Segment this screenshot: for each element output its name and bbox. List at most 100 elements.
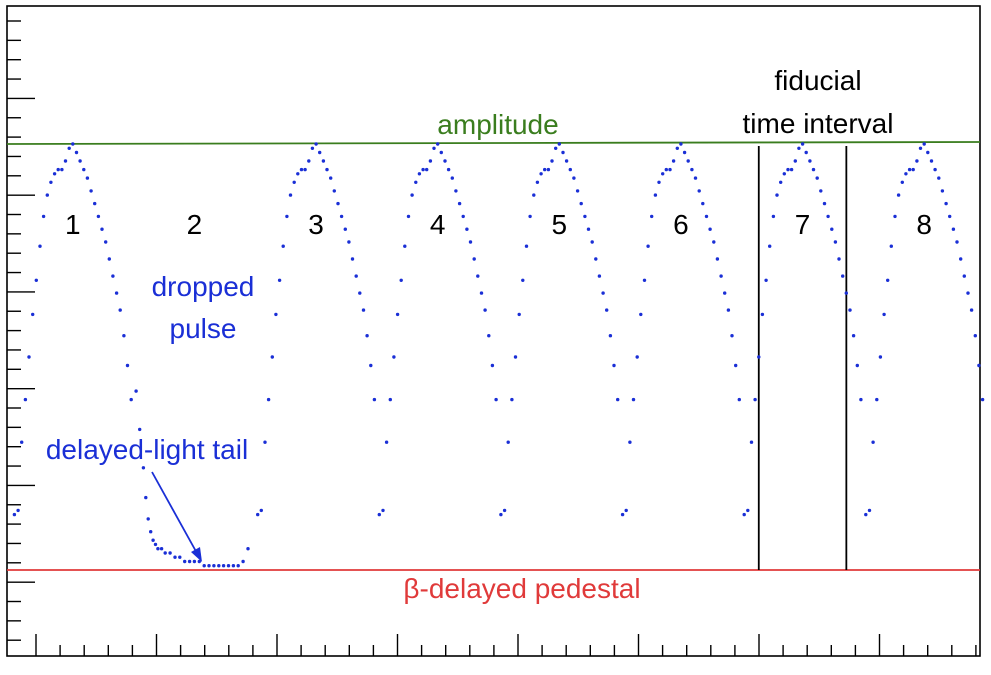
data-point — [56, 167, 60, 172]
data-point — [202, 564, 206, 568]
pulse-label-3: 3 — [308, 209, 324, 240]
pulse-label-5: 5 — [552, 209, 568, 240]
data-point — [808, 159, 812, 163]
data-point — [521, 278, 525, 282]
data-point — [719, 274, 723, 278]
data-point — [848, 308, 852, 312]
data-point — [93, 201, 97, 206]
data-point — [263, 440, 267, 444]
data-point — [67, 146, 71, 150]
data-point — [384, 440, 389, 444]
data-point — [712, 240, 716, 244]
data-point — [686, 159, 690, 163]
data-point — [45, 193, 49, 197]
data-point — [811, 167, 816, 172]
data-point — [871, 440, 875, 444]
data-point — [742, 512, 746, 517]
data-point — [671, 159, 676, 163]
data-point — [550, 159, 554, 163]
delayed-light-tail-label: delayed-light tail — [46, 434, 248, 465]
data-point — [764, 278, 768, 282]
data-point — [900, 180, 904, 184]
data-point — [768, 244, 772, 248]
data-point — [889, 244, 893, 248]
data-point — [156, 547, 160, 551]
data-point — [399, 278, 403, 282]
data-point — [16, 508, 20, 513]
data-point — [579, 201, 583, 206]
data-point — [332, 189, 336, 193]
data-point — [483, 308, 487, 312]
data-point — [590, 240, 594, 244]
data-point — [403, 244, 407, 248]
data-point — [231, 564, 236, 568]
data-point — [358, 291, 362, 295]
data-point — [178, 555, 182, 559]
data-point — [141, 466, 146, 470]
data-point — [753, 397, 757, 402]
data-point — [561, 150, 565, 155]
data-point — [27, 355, 31, 359]
amplitude-line — [6, 141, 981, 145]
data-point — [730, 334, 734, 338]
data-point — [192, 559, 197, 564]
data-point — [490, 363, 495, 368]
data-point — [454, 189, 458, 193]
data-point — [343, 227, 347, 231]
data-point — [650, 214, 654, 219]
data-point — [288, 193, 293, 197]
data-point — [822, 201, 827, 206]
data-point — [78, 159, 82, 163]
data-point — [125, 363, 130, 368]
data-point — [682, 150, 687, 155]
data-point — [771, 214, 776, 219]
data-point — [575, 189, 580, 193]
data-point — [122, 334, 126, 338]
data-point — [134, 389, 138, 393]
data-point — [568, 167, 572, 172]
data-point — [144, 495, 148, 500]
data-point — [388, 397, 392, 402]
data-point — [859, 397, 863, 402]
data-point — [38, 244, 42, 248]
data-point — [74, 150, 79, 155]
data-point — [612, 363, 616, 368]
data-point — [675, 146, 679, 150]
data-point — [457, 201, 462, 206]
data-point — [628, 440, 632, 444]
data-point — [310, 146, 315, 150]
data-point — [138, 427, 142, 432]
data-point — [554, 146, 558, 150]
data-point — [826, 214, 830, 219]
data-point — [479, 291, 484, 295]
data-point — [867, 508, 872, 513]
data-point — [149, 530, 153, 534]
data-point — [432, 146, 436, 150]
data-point — [668, 167, 672, 172]
dropped-pulse-label-line1: dropped — [152, 271, 255, 302]
data-point — [377, 512, 381, 517]
data-point — [82, 167, 86, 172]
data-point — [212, 564, 216, 568]
data-point — [285, 214, 289, 219]
data-point — [146, 517, 150, 521]
data-point — [977, 363, 981, 368]
data-point — [701, 201, 705, 206]
data-point — [661, 172, 665, 176]
data-point — [904, 172, 908, 176]
data-point — [564, 159, 569, 163]
data-point — [915, 159, 919, 163]
data-point — [487, 334, 491, 338]
data-point — [594, 257, 598, 261]
data-point — [635, 355, 639, 359]
data-point — [292, 180, 296, 184]
data-point — [159, 547, 164, 551]
data-point — [804, 150, 808, 155]
data-point — [815, 176, 819, 180]
data-point — [583, 214, 587, 219]
data-point — [421, 167, 425, 172]
data-point — [782, 172, 786, 176]
data-point — [307, 159, 311, 163]
data-point — [85, 176, 90, 180]
pulse-label-1: 1 — [65, 209, 81, 240]
